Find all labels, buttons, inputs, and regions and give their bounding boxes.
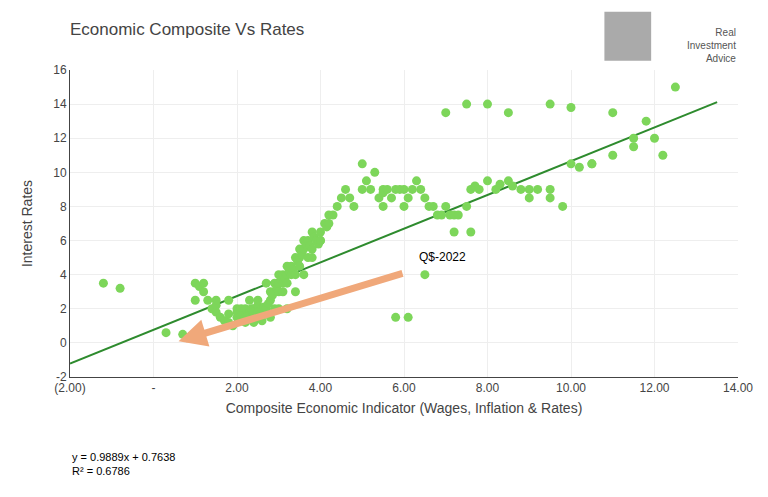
svg-text:8.00: 8.00 <box>476 381 500 395</box>
svg-text:14: 14 <box>53 97 67 111</box>
svg-text:(2.00): (2.00) <box>54 381 85 395</box>
svg-text:8: 8 <box>60 200 67 214</box>
svg-text:6: 6 <box>60 234 67 248</box>
svg-text:Interest Rates: Interest Rates <box>19 180 35 267</box>
svg-text:2.00: 2.00 <box>225 381 249 395</box>
svg-text:4: 4 <box>60 268 67 282</box>
svg-text:RealInvestmentAdvice: RealInvestmentAdvice <box>687 27 736 64</box>
svg-text:-: - <box>152 381 156 395</box>
svg-text:10.00: 10.00 <box>556 381 586 395</box>
svg-text:14.00: 14.00 <box>723 381 753 395</box>
svg-text:4.00: 4.00 <box>309 381 333 395</box>
svg-text:Composite Economic Indicator (: Composite Economic Indicator (Wages, Inf… <box>226 400 583 416</box>
svg-text:6.00: 6.00 <box>392 381 416 395</box>
svg-text:2: 2 <box>60 302 67 316</box>
svg-text:y = 0.9889x + 0.7638R² = 0.678: y = 0.9889x + 0.7638R² = 0.6786 <box>72 451 175 477</box>
svg-text:16: 16 <box>53 63 67 77</box>
svg-text:Q$-2022: Q$-2022 <box>419 250 466 264</box>
svg-text:12.00: 12.00 <box>639 381 669 395</box>
svg-text:10: 10 <box>53 166 67 180</box>
svg-text:12: 12 <box>53 131 67 145</box>
svg-text:-2: -2 <box>56 370 67 384</box>
svg-text:Economic Composite Vs Rates: Economic Composite Vs Rates <box>70 20 304 39</box>
svg-text:0: 0 <box>60 336 67 350</box>
